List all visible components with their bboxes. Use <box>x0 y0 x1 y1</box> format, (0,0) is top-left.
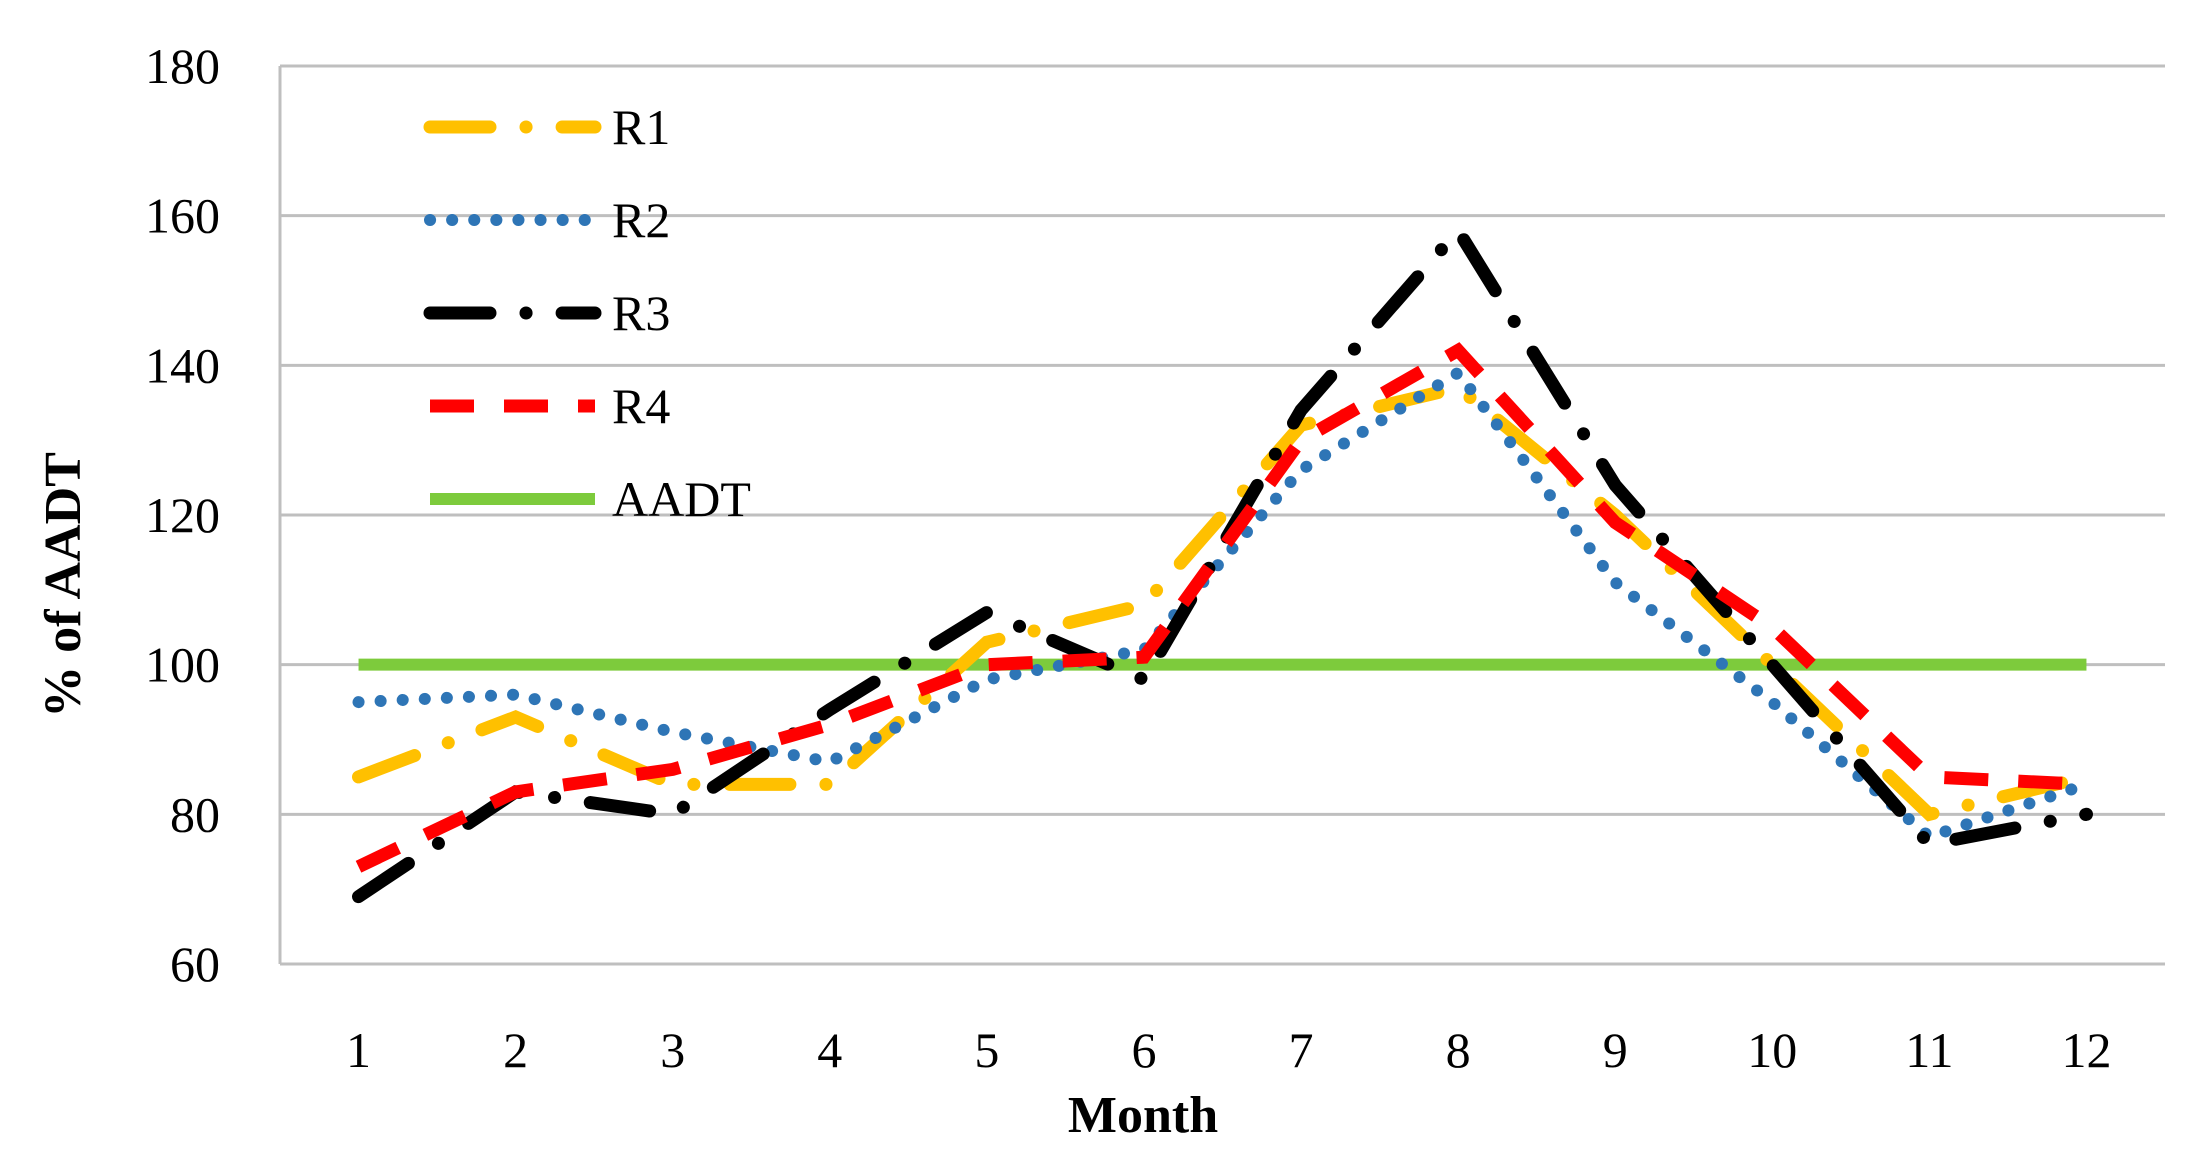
y-tick-label: 120 <box>145 487 220 543</box>
data-point-r4 <box>1457 349 1459 351</box>
x-tick-label: 4 <box>817 1022 842 1078</box>
data-point-r4 <box>1300 439 1302 441</box>
data-point-aadt <box>1928 664 1930 666</box>
x-tick-label: 2 <box>503 1022 528 1078</box>
x-tick-label: 5 <box>974 1022 999 1078</box>
data-point-r3 <box>358 896 360 898</box>
data-point-aadt <box>1143 664 1145 666</box>
data-point-r4 <box>1771 626 1773 628</box>
legend: R1 R2 R3 R4 AADT <box>423 99 751 527</box>
data-point-aadt <box>1457 664 1459 666</box>
x-tick-label: 10 <box>1747 1022 1797 1078</box>
data-point-r4 <box>1614 522 1616 524</box>
x-tick-label: 7 <box>1289 1022 1314 1078</box>
data-point-aadt <box>515 664 517 666</box>
data-point-r2 <box>672 731 674 733</box>
y-tick-labels: 60 80 100 120 140 160 180 <box>145 38 220 992</box>
series-lines <box>352 219 2093 904</box>
data-point-r2 <box>1771 701 1773 703</box>
legend-label-r4: R4 <box>612 378 670 434</box>
gridlines <box>280 64 2165 816</box>
data-point-aadt <box>358 664 360 666</box>
data-point-aadt <box>672 664 674 666</box>
series-line-r4 <box>355 342 2087 873</box>
data-point-r4 <box>829 724 831 726</box>
legend-label-aadt: AADT <box>612 471 751 527</box>
data-point-r3 <box>2086 813 2088 815</box>
x-tick-labels: 1 2 3 4 5 6 7 8 9 10 11 12 <box>346 1022 2111 1078</box>
data-point-r3 <box>672 813 674 815</box>
data-point-aadt <box>1300 664 1302 666</box>
x-tick-label: 11 <box>1905 1022 1953 1078</box>
data-point-r1 <box>672 783 674 785</box>
data-point-r1 <box>829 783 831 785</box>
x-tick-label: 3 <box>660 1022 685 1078</box>
data-point-r1 <box>1300 424 1302 426</box>
y-tick-label: 60 <box>170 936 220 992</box>
data-point-r3 <box>1300 409 1302 411</box>
data-point-r1 <box>2086 776 2088 778</box>
y-tick-label: 100 <box>145 637 220 693</box>
data-point-r1 <box>1457 387 1459 389</box>
data-point-r4 <box>1143 656 1145 658</box>
x-tick-label: 8 <box>1446 1022 1471 1078</box>
data-point-r4 <box>358 866 360 868</box>
data-point-r1 <box>515 716 517 718</box>
data-point-r3 <box>1614 484 1616 486</box>
legend-label-r3: R3 <box>612 285 670 341</box>
data-point-r1 <box>1143 604 1145 606</box>
data-point-aadt <box>1614 664 1616 666</box>
data-point-r3 <box>829 709 831 711</box>
data-point-r3 <box>1457 230 1459 232</box>
data-point-r2 <box>829 761 831 763</box>
axes <box>278 66 2165 966</box>
x-tick-label: 1 <box>346 1022 371 1078</box>
y-tick-label: 80 <box>170 786 220 842</box>
data-point-aadt <box>2086 664 2088 666</box>
series-line-r3 <box>352 219 2093 904</box>
data-point-r4 <box>2086 783 2088 785</box>
y-tick-label: 140 <box>145 337 220 393</box>
data-point-r4 <box>986 664 988 666</box>
data-point-r1 <box>986 641 988 643</box>
x-axis-title: Month <box>1068 1087 1218 1144</box>
data-point-r2 <box>1614 581 1616 583</box>
y-tick-label: 180 <box>145 38 220 94</box>
data-point-r2 <box>986 679 988 681</box>
data-point-r4 <box>672 768 674 770</box>
data-point-r4 <box>515 791 517 793</box>
x-tick-label: 12 <box>2061 1022 2111 1078</box>
y-tick-label: 160 <box>145 188 220 244</box>
y-axis-title: % of AADT <box>35 452 92 718</box>
legend-label-r2: R2 <box>612 192 670 248</box>
data-point-r3 <box>986 611 988 613</box>
data-point-r3 <box>1771 664 1773 666</box>
data-point-r2 <box>1300 469 1302 471</box>
legend-label-r1: R1 <box>612 99 670 155</box>
x-tick-label: 6 <box>1131 1022 1156 1078</box>
data-point-aadt <box>829 664 831 666</box>
data-point-r1 <box>358 776 360 778</box>
data-point-r2 <box>1457 372 1459 374</box>
series-line-r2 <box>352 364 2093 844</box>
x-tick-label: 9 <box>1603 1022 1628 1078</box>
data-point-r2 <box>515 694 517 696</box>
data-point-r2 <box>358 701 360 703</box>
data-point-r1 <box>1928 813 1930 815</box>
data-point-r4 <box>1928 776 1930 778</box>
data-point-r3 <box>1143 679 1145 681</box>
data-point-r3 <box>1928 843 1930 845</box>
